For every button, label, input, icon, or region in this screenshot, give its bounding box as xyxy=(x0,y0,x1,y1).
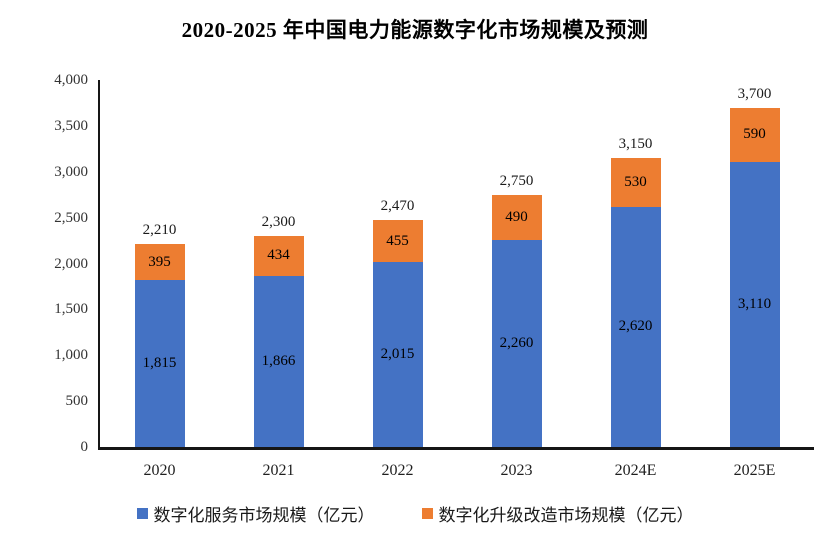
y-axis-tick-label: 3,500 xyxy=(54,117,88,134)
legend-swatch xyxy=(136,508,148,519)
bar-total-label: 3,700 xyxy=(737,85,772,102)
x-axis-label: 2025E xyxy=(733,462,776,479)
y-axis-tick-label: 2,000 xyxy=(54,255,88,272)
bar-group-2022: 2,470 455 2,015 xyxy=(372,198,423,447)
y-axis-tick-label: 3,000 xyxy=(54,163,88,180)
y-axis-tick-label: 1,500 xyxy=(54,301,88,318)
bar-value-label: 590 xyxy=(743,126,766,143)
x-axis-label: 2021 xyxy=(262,462,295,479)
legend: 数字化服务市场规模（亿元） 数字化升级改造市场规模（亿元） xyxy=(0,501,830,526)
y-axis-tick-label: 0 xyxy=(80,439,89,455)
bar-value-label: 2,260 xyxy=(499,334,534,351)
x-axis-label: 2022 xyxy=(381,462,414,479)
bar-value-label: 434 xyxy=(267,247,290,264)
bar-value-label: 1,866 xyxy=(261,352,296,369)
bar-group-2020: 2,210 395 1,815 xyxy=(134,222,185,447)
bar-total-label: 3,150 xyxy=(618,136,653,152)
bar-segment-upgrade: 434 xyxy=(253,235,304,276)
legend-item-service: 数字化服务市场规模（亿元） xyxy=(136,501,375,526)
bar-value-label: 1,815 xyxy=(142,355,177,372)
bar-value-label: 455 xyxy=(386,232,409,249)
bar-group-2024E: 3,150 530 2,620 xyxy=(610,136,661,447)
bar-total-label: 2,750 xyxy=(499,172,534,189)
plot-area: 2,210 395 1,815 2020 2,300 434 1,866 2021 2,470 4… xyxy=(98,80,814,479)
bar-total-label: 2,210 xyxy=(142,222,177,239)
bar-segment-service: 3,110 xyxy=(729,161,780,447)
bar-segment-upgrade: 455 xyxy=(372,220,423,263)
x-axis-label: 2024E xyxy=(614,462,657,479)
bar-segment-upgrade: 395 xyxy=(134,244,185,281)
bar-value-label: 490 xyxy=(505,208,528,225)
bar-segment-service: 1,815 xyxy=(134,280,185,447)
x-axis-label: 2023 xyxy=(500,462,533,479)
bar-segment-upgrade: 590 xyxy=(729,107,780,162)
bar-value-label: 2,620 xyxy=(618,318,653,335)
y-axis: 0 500 1,000 1,500 2,000 2,500 3,000 3,500 4,000 xyxy=(0,0,88,533)
bar-segment-service: 2,015 xyxy=(372,262,423,447)
bar-group-2025E: 3,700 590 3,110 xyxy=(729,86,780,447)
bar-group-2023: 2,750 490 2,260 xyxy=(491,173,542,447)
legend-label: 数字化服务市场规模（亿元） xyxy=(153,506,375,525)
legend-label: 数字化升级改造市场规模（亿元） xyxy=(438,506,694,525)
y-axis-tick-label: 4,000 xyxy=(54,72,88,88)
y-axis-tick-label: 1,000 xyxy=(54,347,88,364)
bar-segment-upgrade: 490 xyxy=(491,194,542,240)
bar-group-2021: 2,300 434 1,866 xyxy=(253,214,304,447)
bar-value-label: 2,015 xyxy=(380,346,415,363)
bar-value-label: 530 xyxy=(624,173,647,190)
bar-value-label: 395 xyxy=(148,253,171,270)
bar-segment-service: 1,866 xyxy=(253,275,304,447)
x-axis-label: 2020 xyxy=(143,462,176,479)
legend-swatch xyxy=(421,508,433,519)
bar-total-label: 2,470 xyxy=(380,198,415,215)
bar-segment-upgrade: 530 xyxy=(610,158,661,207)
bar-total-label: 2,300 xyxy=(261,213,296,230)
y-axis-tick-label: 500 xyxy=(65,393,89,410)
bar-segment-service: 2,260 xyxy=(491,239,542,447)
legend-item-upgrade: 数字化升级改造市场规模（亿元） xyxy=(421,501,694,526)
chart-title: 2020-2025 年中国电力能源数字化市场规模及预测 xyxy=(181,18,649,42)
bar-segment-service: 2,620 xyxy=(610,206,661,447)
y-axis-tick-label: 2,500 xyxy=(54,209,88,226)
bar-value-label: 3,110 xyxy=(737,295,772,312)
